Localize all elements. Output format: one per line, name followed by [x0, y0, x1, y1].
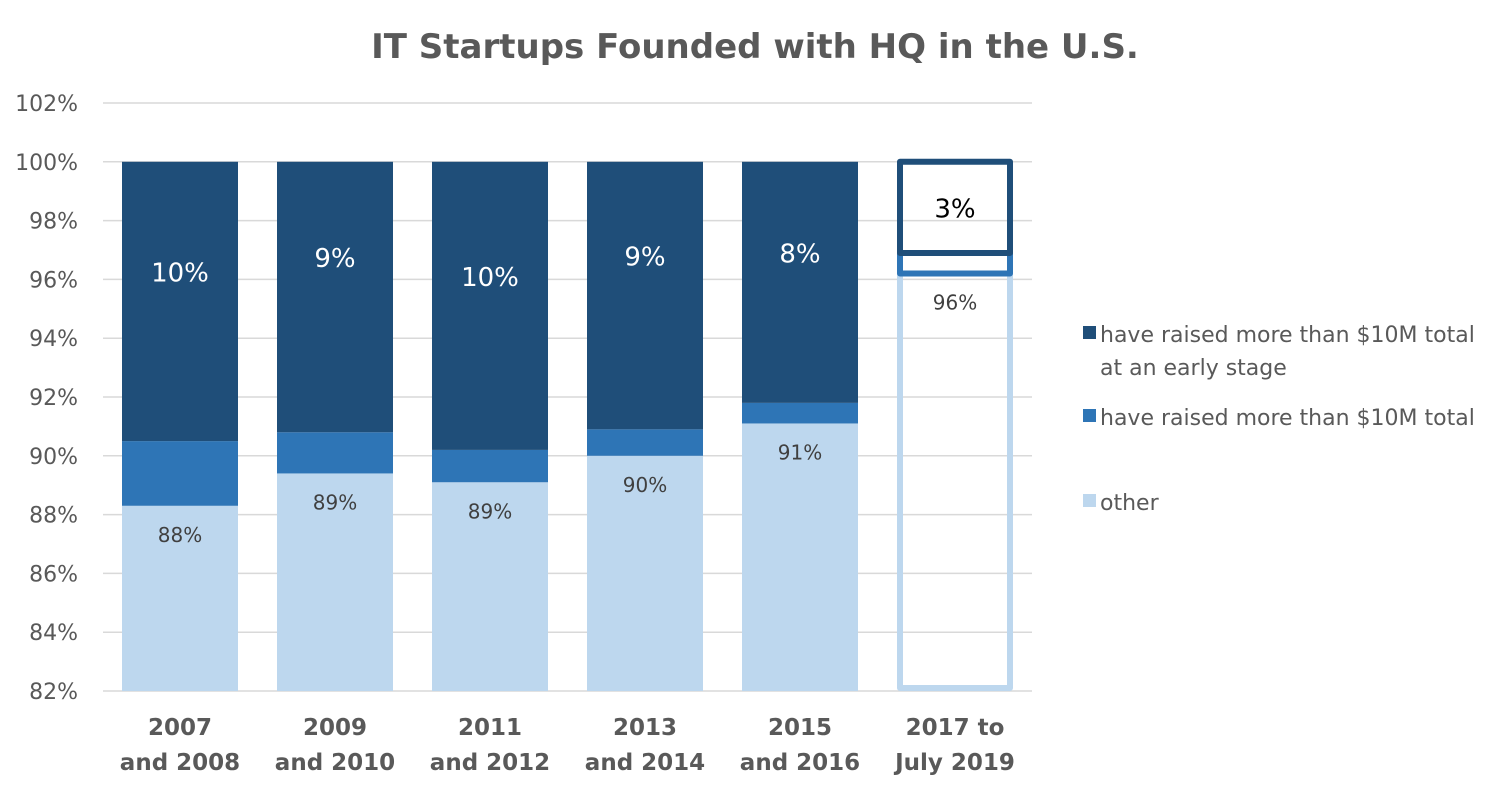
bar-segment [587, 429, 703, 456]
y-tick-label: 102% [15, 92, 78, 117]
data-label: 91% [778, 440, 822, 464]
x-tick-label: 2015 [768, 715, 832, 741]
bar-segment [587, 161, 703, 430]
data-label: 88% [158, 523, 202, 547]
x-tick-label: 2013 [613, 715, 677, 741]
data-label: 89% [313, 490, 357, 514]
x-tick-label: and 2014 [585, 750, 705, 776]
x-tick-label: 2007 [148, 715, 212, 741]
y-tick-label: 96% [29, 268, 78, 293]
bar-segment [742, 423, 858, 691]
data-label: 9% [314, 244, 355, 274]
bar-segment [277, 432, 393, 474]
x-tick-label: and 2008 [120, 750, 240, 776]
bar-segment [897, 270, 1013, 691]
chart-title: IT Startups Founded with HQ in the U.S. [371, 27, 1139, 67]
bar-segment [432, 449, 548, 483]
y-tick-label: 94% [29, 327, 78, 352]
legend-label: at an early stage [1100, 356, 1287, 381]
y-tick-label: 82% [29, 680, 78, 705]
legend-swatch [1083, 494, 1096, 507]
bar-segment [277, 473, 393, 691]
legend-label: have raised more than $10M total [1100, 323, 1475, 348]
bar-segment [432, 161, 548, 450]
data-label: 90% [623, 473, 667, 497]
data-label: 89% [468, 499, 512, 523]
x-tick-label: 2009 [303, 715, 367, 741]
data-label: 8% [779, 239, 820, 269]
x-tick-label: 2011 [458, 715, 522, 741]
bar-segment [897, 158, 1013, 256]
y-tick-label: 86% [29, 562, 78, 587]
legend-label: other [1100, 491, 1160, 516]
bar-segment [122, 441, 238, 506]
y-tick-label: 100% [15, 151, 78, 176]
x-tick-label: 2017 to [906, 715, 1005, 741]
data-label: 3% [934, 194, 975, 224]
x-tick-label: July 2019 [893, 750, 1015, 776]
bar-segment [742, 402, 858, 424]
data-label: 9% [624, 243, 665, 273]
legend-swatch [1083, 326, 1096, 339]
bar-segment [122, 161, 238, 442]
y-tick-label: 88% [29, 504, 78, 529]
y-tick-label: 84% [29, 621, 78, 646]
bar-segment [587, 455, 703, 691]
bar-segment [897, 249, 1013, 277]
x-tick-label: and 2016 [740, 750, 860, 776]
bar-segment [742, 161, 858, 403]
legend-swatch [1083, 409, 1096, 422]
data-label: 10% [151, 258, 209, 288]
bar-segment [277, 161, 393, 433]
bar-segment [432, 482, 548, 691]
x-tick-label: and 2010 [275, 750, 395, 776]
y-tick-label: 92% [29, 386, 78, 411]
legend-label: have raised more than $10M total [1100, 406, 1475, 431]
x-tick-label: and 2012 [430, 750, 550, 776]
y-tick-label: 90% [29, 445, 78, 470]
data-label: 10% [461, 263, 519, 293]
bar-segment [122, 505, 238, 691]
data-label: 96% [933, 291, 977, 315]
y-tick-label: 98% [29, 210, 78, 235]
